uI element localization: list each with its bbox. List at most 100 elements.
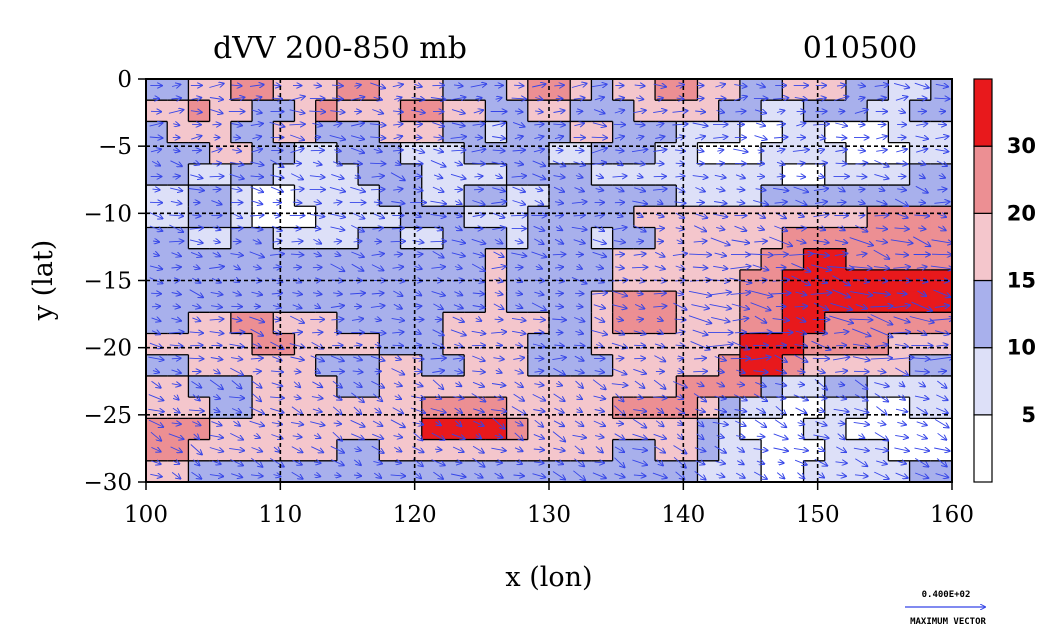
field-cell <box>442 227 465 250</box>
field-cell <box>570 397 593 419</box>
field-cell <box>909 375 932 398</box>
wind-vector <box>493 303 504 309</box>
field-cell <box>485 206 508 229</box>
wind-vector <box>472 293 484 294</box>
field-cell <box>527 439 550 462</box>
field-cell <box>485 312 508 335</box>
wind-vector <box>289 96 304 102</box>
y-tick-label: 0 <box>117 67 132 93</box>
wind-vector <box>192 318 200 321</box>
field-cell <box>506 79 529 101</box>
field-cell <box>782 291 805 313</box>
wind-vector <box>414 345 421 346</box>
field-cell <box>761 439 783 462</box>
field-cell <box>824 418 847 441</box>
wind-vector <box>870 327 892 337</box>
wind-vector <box>293 267 301 268</box>
field-cell <box>718 79 741 101</box>
x-tick-label: 160 <box>930 502 974 528</box>
colorbar-label: 20 <box>1007 201 1036 225</box>
field-cell <box>230 333 253 356</box>
field-cell <box>485 460 508 482</box>
wind-vector <box>931 239 952 243</box>
wind-vector <box>874 159 888 166</box>
wind-vector <box>149 123 163 126</box>
wind-vector <box>795 199 806 205</box>
field-cell <box>315 375 338 398</box>
field-cell <box>739 227 762 250</box>
wind-vector <box>351 263 364 271</box>
wind-vector <box>874 85 889 87</box>
field-cell <box>591 248 614 271</box>
wind-vector <box>898 110 905 112</box>
wind-vector <box>232 292 241 295</box>
wind-vector <box>616 215 623 217</box>
field-cell <box>549 227 571 250</box>
max-vector-label: MAXIMUM VECTOR <box>910 617 986 627</box>
field-cell <box>400 460 423 482</box>
wind-vector <box>615 150 623 151</box>
wind-vector <box>837 227 845 231</box>
field-cell <box>336 142 359 165</box>
wind-vector <box>757 150 764 151</box>
wind-vector <box>876 150 887 152</box>
field-cell <box>273 79 296 101</box>
field-cell <box>803 100 826 123</box>
wind-vector <box>189 358 203 359</box>
field-cell <box>209 79 232 101</box>
wind-vector <box>653 84 666 87</box>
field-cell <box>718 206 741 229</box>
wind-vector <box>229 344 244 347</box>
wind-vector <box>791 262 810 271</box>
field-cell <box>676 439 699 462</box>
field-cell <box>549 375 571 398</box>
field-cell <box>358 206 380 229</box>
field-cell <box>315 163 338 186</box>
wind-vector <box>172 306 180 307</box>
field-cell <box>761 312 783 335</box>
wind-vector <box>595 189 604 191</box>
field-cell <box>612 206 635 229</box>
wind-vector <box>636 319 643 320</box>
wind-vector <box>893 332 910 333</box>
wind-vector <box>170 160 182 166</box>
wind-vector <box>873 293 890 295</box>
field-cell <box>655 227 677 250</box>
field-cell <box>930 185 952 207</box>
field-cell <box>909 418 932 441</box>
wind-vector <box>773 98 788 99</box>
wind-vector <box>936 160 947 166</box>
field-cell <box>718 163 741 186</box>
field-cell <box>930 163 952 186</box>
field-cell <box>570 312 593 335</box>
wind-vector-field <box>148 83 952 480</box>
field-cell <box>909 206 932 229</box>
wind-vector <box>874 215 889 216</box>
wind-vector <box>857 85 865 86</box>
field-cell <box>379 354 402 377</box>
wind-vector <box>749 332 772 333</box>
wind-vector <box>554 202 563 204</box>
colorbar-swatch <box>973 78 993 147</box>
wind-vector <box>735 175 745 178</box>
field-cell <box>400 227 423 250</box>
wind-vector <box>329 214 345 217</box>
field-cell <box>464 333 486 356</box>
wind-vector <box>656 163 664 164</box>
wind-vector <box>252 240 261 244</box>
wind-vector <box>391 318 405 320</box>
wind-vector <box>414 292 422 296</box>
field-cell <box>718 354 741 377</box>
field-cell <box>464 312 486 335</box>
wind-vector <box>594 225 604 231</box>
field-cell <box>888 227 911 250</box>
wind-vector <box>832 289 850 298</box>
field-cell <box>379 227 402 250</box>
wind-vector <box>333 293 342 294</box>
wind-vector <box>312 293 322 295</box>
wind-vector <box>655 137 664 139</box>
field-cell <box>867 375 889 398</box>
wind-vector <box>351 319 363 321</box>
wind-vector <box>371 264 384 271</box>
field-cell <box>464 248 486 271</box>
